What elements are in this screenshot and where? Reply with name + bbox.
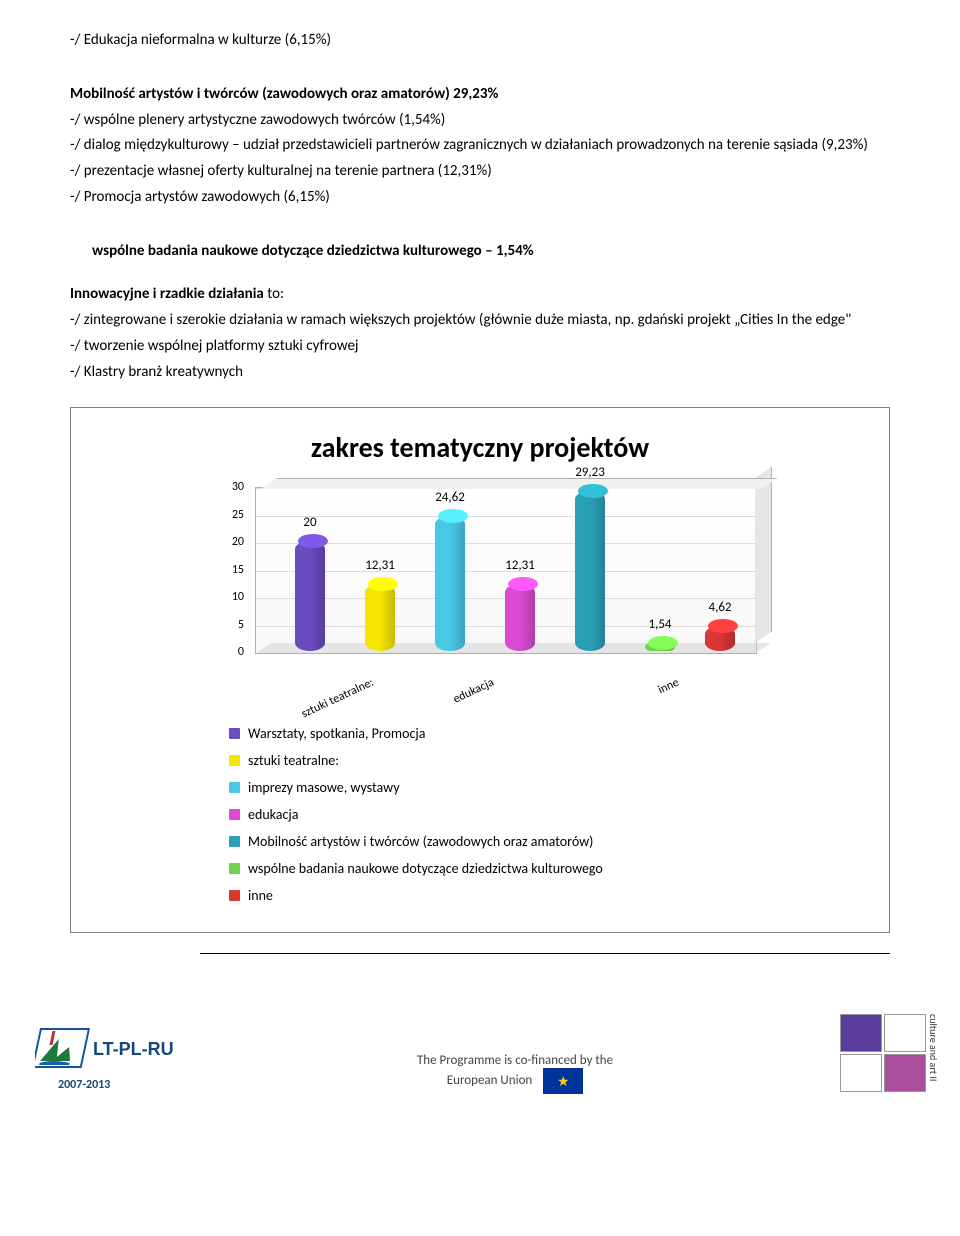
program-years-text: 2007-2013 — [58, 1078, 110, 1092]
legend-swatch — [229, 782, 240, 793]
legend-swatch — [229, 836, 240, 847]
legend-label: wspólne badania naukowe dotyczące dziedz… — [248, 860, 603, 877]
eu-flag-icon: ★ — [543, 1068, 583, 1094]
legend-label: sztuki teatralne: — [248, 752, 339, 769]
x-axis-labels: sztuki teatralne:edukacjainne — [255, 657, 755, 707]
bar-value-label: 24,62 — [435, 490, 465, 505]
legend-swatch — [229, 728, 240, 739]
bar-value-label: 29,23 — [575, 465, 605, 480]
logo-block — [884, 1054, 926, 1092]
legend-swatch — [229, 863, 240, 874]
legend-swatch — [229, 809, 240, 820]
legend-label: edukacja — [248, 806, 298, 823]
chart-bar: 4,62 — [705, 626, 735, 651]
legend-item: inne — [229, 887, 871, 904]
footer-center: The Programme is co-financed by the Euro… — [190, 1053, 840, 1094]
body-line: -/ zintegrowane i szerokie działania w r… — [70, 310, 890, 332]
chart-bar: 12,31 — [505, 584, 535, 652]
legend-label: inne — [248, 887, 273, 904]
chart-bar: 24,62 — [435, 516, 465, 651]
logo-block — [840, 1054, 882, 1092]
y-tick-label: 20 — [232, 535, 244, 549]
legend-item: wspólne badania naukowe dotyczące dziedz… — [229, 860, 871, 877]
chart-bar: 20 — [295, 541, 325, 651]
chart-bar: 12,31 — [365, 584, 395, 652]
legend-swatch — [229, 890, 240, 901]
inline-bold: Innowacyjne i rzadkie działania — [70, 285, 264, 303]
body-line: -/ wspólne plenery artystyczne zawodowyc… — [70, 110, 890, 132]
chart-bar: 29,23 — [575, 491, 605, 652]
footer-text-2: European Union — [447, 1073, 533, 1088]
chart-legend: Warsztaty, spotkania, Promocja sztuki tea… — [229, 725, 871, 904]
chart-title: zakres tematyczny projektów — [89, 430, 871, 465]
inline-text: to: — [264, 285, 284, 303]
section-heading: wspólne badania naukowe dotyczące dziedz… — [92, 241, 890, 263]
body-line: -/ prezentacje własnej oferty kulturalne… — [70, 161, 890, 183]
body-line: -/ Edukacja nieformalna w kulturze (6,15… — [70, 30, 890, 52]
footer-right-logo: culture and art II — [840, 1014, 930, 1094]
bar-value-label: 20 — [303, 515, 316, 530]
y-tick-label: 15 — [232, 563, 244, 577]
section-heading: Mobilność artystów i twórców (zawodowych… — [70, 84, 890, 106]
legend-item: Warsztaty, spotkania, Promocja — [229, 725, 871, 742]
document-page: -/ Edukacja nieformalna w kulturze (6,15… — [0, 0, 960, 953]
bar-value-label: 1,54 — [648, 617, 671, 632]
body-line: -/ Promocja artystów zawodowych (6,15%) — [70, 187, 890, 209]
bar-value-label: 4,62 — [708, 600, 731, 615]
logo-block — [884, 1014, 926, 1052]
body-line: Innowacyjne i rzadkie działania to: — [70, 284, 890, 306]
chart-bars: 20 12,31 24,62 12,31 29,23 1,54 4,62 — [255, 487, 755, 652]
body-line: -/ dialog międzykulturowy – udział przed… — [70, 135, 890, 157]
x-tick-label: inne — [656, 676, 681, 698]
chart-panel: zakres tematyczny projektów 0 5 10 15 20 25 30… — [70, 407, 890, 933]
y-tick-label: 5 — [238, 618, 244, 632]
y-tick-label: 25 — [232, 508, 244, 522]
legend-item: imprezy masowe, wystawy — [229, 779, 871, 796]
bar-value-label: 12,31 — [365, 558, 395, 573]
page-footer: LT-PL-RU 2007-2013 The Programme is co-f… — [0, 1014, 960, 1094]
body-line: -/ tworzenie wspólnej platformy sztuki c… — [70, 336, 890, 358]
svg-text:LT-PL-RU: LT-PL-RU — [93, 1039, 174, 1059]
legend-label: Warsztaty, spotkania, Promocja — [248, 725, 425, 742]
bar-value-label: 12,31 — [505, 558, 535, 573]
legend-label: Mobilność artystów i twórców (zawodowych… — [248, 833, 593, 850]
legend-item: sztuki teatralne: — [229, 752, 871, 769]
legend-item: Mobilność artystów i twórców (zawodowych… — [229, 833, 871, 850]
y-tick-label: 10 — [232, 590, 244, 604]
y-tick-label: 30 — [232, 480, 244, 494]
x-tick-label: sztuki teatralne: — [299, 676, 376, 722]
body-line: -/ Klastry branż kreatywnych — [70, 362, 890, 384]
footer-right-alt: culture and art II — [927, 1014, 940, 1081]
y-axis-labels: 051015202530 — [200, 487, 250, 652]
y-tick-label: 0 — [238, 645, 244, 659]
legend-label: imprezy masowe, wystawy — [248, 779, 400, 796]
footer-text-1: The Programme is co-financed by the — [417, 1053, 613, 1068]
footer-rule — [200, 953, 890, 954]
legend-item: edukacja — [229, 806, 871, 823]
chart-box: 051015202530 2012,3124,6212,3129,231,544… — [200, 487, 760, 697]
chart-bar: 1,54 — [645, 643, 675, 651]
logo-block — [840, 1014, 882, 1052]
x-tick-label: edukacja — [451, 676, 496, 707]
footer-left-logo: LT-PL-RU 2007-2013 — [30, 1014, 190, 1094]
legend-swatch — [229, 755, 240, 766]
